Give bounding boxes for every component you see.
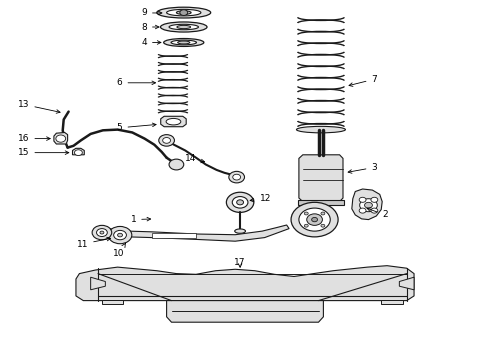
Ellipse shape bbox=[171, 40, 196, 45]
Ellipse shape bbox=[157, 7, 211, 18]
Circle shape bbox=[74, 150, 82, 156]
Polygon shape bbox=[352, 189, 382, 220]
Circle shape bbox=[307, 214, 322, 225]
Text: 8: 8 bbox=[141, 22, 159, 31]
Circle shape bbox=[359, 208, 366, 213]
Text: 14: 14 bbox=[185, 154, 205, 163]
Ellipse shape bbox=[235, 229, 245, 233]
Polygon shape bbox=[299, 155, 343, 202]
Circle shape bbox=[321, 212, 325, 215]
Text: 4: 4 bbox=[142, 38, 161, 47]
Polygon shape bbox=[54, 132, 68, 144]
Text: 3: 3 bbox=[348, 163, 377, 173]
Circle shape bbox=[97, 229, 107, 237]
Circle shape bbox=[233, 174, 241, 180]
Text: 5: 5 bbox=[117, 123, 156, 132]
Ellipse shape bbox=[167, 9, 201, 16]
Ellipse shape bbox=[296, 126, 345, 133]
Polygon shape bbox=[100, 228, 120, 239]
Text: 15: 15 bbox=[18, 148, 69, 157]
Text: 9: 9 bbox=[141, 9, 162, 18]
Circle shape bbox=[371, 208, 378, 213]
Circle shape bbox=[312, 217, 318, 222]
Text: 17: 17 bbox=[234, 258, 246, 267]
Text: 12: 12 bbox=[250, 194, 271, 203]
Circle shape bbox=[226, 192, 254, 212]
Ellipse shape bbox=[176, 11, 191, 14]
Polygon shape bbox=[76, 266, 414, 301]
Circle shape bbox=[291, 202, 338, 237]
Polygon shape bbox=[381, 300, 403, 304]
Polygon shape bbox=[167, 301, 323, 322]
Circle shape bbox=[360, 199, 377, 212]
Text: 6: 6 bbox=[117, 78, 155, 87]
Circle shape bbox=[299, 208, 330, 231]
Circle shape bbox=[163, 138, 171, 143]
Text: 2: 2 bbox=[367, 208, 388, 219]
Circle shape bbox=[237, 200, 244, 205]
Ellipse shape bbox=[177, 41, 190, 44]
Ellipse shape bbox=[169, 24, 198, 30]
Circle shape bbox=[304, 212, 308, 215]
Polygon shape bbox=[399, 277, 414, 290]
Circle shape bbox=[92, 225, 112, 240]
Circle shape bbox=[365, 202, 372, 208]
Polygon shape bbox=[120, 225, 289, 241]
Ellipse shape bbox=[177, 25, 191, 29]
Polygon shape bbox=[73, 148, 84, 155]
Circle shape bbox=[118, 233, 122, 237]
Circle shape bbox=[229, 171, 245, 183]
Circle shape bbox=[180, 10, 188, 15]
Polygon shape bbox=[152, 233, 196, 238]
Circle shape bbox=[114, 230, 126, 240]
Circle shape bbox=[100, 231, 104, 234]
Circle shape bbox=[371, 197, 378, 202]
Text: 11: 11 bbox=[77, 237, 111, 248]
Ellipse shape bbox=[161, 22, 207, 32]
Circle shape bbox=[321, 224, 325, 227]
Circle shape bbox=[56, 135, 66, 142]
Circle shape bbox=[232, 197, 248, 208]
Circle shape bbox=[359, 197, 366, 202]
Polygon shape bbox=[102, 300, 123, 304]
Text: 10: 10 bbox=[114, 243, 125, 258]
Ellipse shape bbox=[166, 118, 181, 125]
Polygon shape bbox=[161, 116, 186, 127]
Ellipse shape bbox=[164, 39, 204, 46]
Text: 13: 13 bbox=[18, 100, 60, 113]
Text: 1: 1 bbox=[130, 215, 150, 224]
Text: 16: 16 bbox=[18, 134, 50, 143]
Text: 7: 7 bbox=[349, 75, 377, 86]
Circle shape bbox=[159, 135, 174, 146]
Polygon shape bbox=[298, 200, 344, 205]
Circle shape bbox=[169, 159, 184, 170]
Circle shape bbox=[108, 226, 132, 244]
Polygon shape bbox=[91, 277, 105, 290]
Circle shape bbox=[304, 224, 308, 227]
